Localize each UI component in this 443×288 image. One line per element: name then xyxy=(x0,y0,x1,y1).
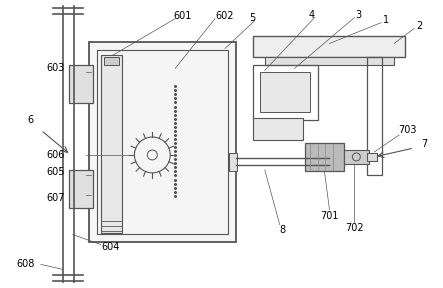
Bar xyxy=(305,143,344,171)
Bar xyxy=(344,150,369,164)
Bar xyxy=(69,170,93,208)
Bar xyxy=(104,57,120,65)
Text: 5: 5 xyxy=(249,13,255,23)
Bar xyxy=(97,50,228,234)
Text: 7: 7 xyxy=(421,139,427,149)
Text: 8: 8 xyxy=(280,225,286,235)
Text: 606: 606 xyxy=(47,150,65,160)
Text: 702: 702 xyxy=(345,223,364,233)
Bar xyxy=(89,43,236,242)
Bar xyxy=(260,72,310,112)
Bar xyxy=(229,153,237,171)
Text: 607: 607 xyxy=(47,193,65,203)
Bar xyxy=(265,57,394,65)
Text: 1: 1 xyxy=(383,15,389,24)
Text: 3: 3 xyxy=(355,10,361,20)
Bar xyxy=(69,65,93,103)
Text: 6: 6 xyxy=(28,115,34,125)
Text: 608: 608 xyxy=(17,259,35,269)
Bar xyxy=(101,55,122,233)
Text: 605: 605 xyxy=(47,167,65,177)
Bar xyxy=(253,35,405,57)
Text: 2: 2 xyxy=(416,20,422,31)
Bar xyxy=(367,153,377,161)
Text: 4: 4 xyxy=(308,10,315,20)
Bar xyxy=(253,65,318,120)
Text: 703: 703 xyxy=(398,125,416,135)
Text: 603: 603 xyxy=(47,63,65,73)
Text: 701: 701 xyxy=(320,211,339,221)
Text: 604: 604 xyxy=(101,242,120,253)
Bar xyxy=(367,57,382,175)
Bar xyxy=(253,118,303,140)
Text: 601: 601 xyxy=(173,11,191,21)
Text: 602: 602 xyxy=(216,11,234,21)
